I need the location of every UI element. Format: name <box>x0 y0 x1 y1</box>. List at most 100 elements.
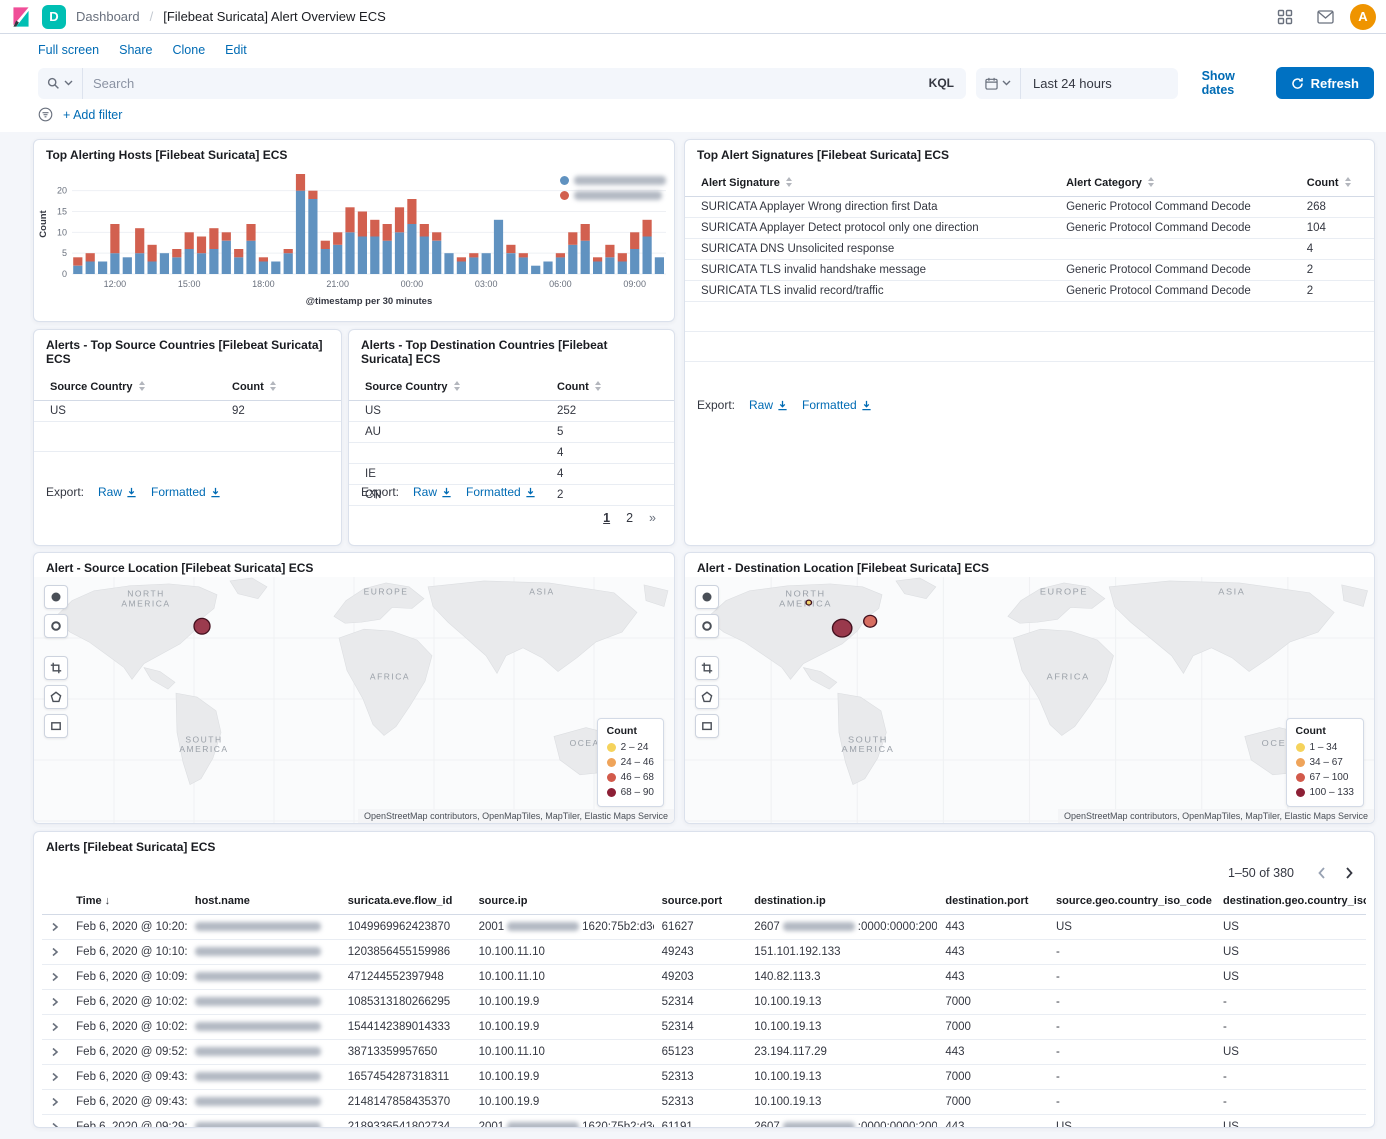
alert-row: Feb 6, 2020 @ 10:02:44.568 10853131802662… <box>42 989 1366 1015</box>
export-raw-link[interactable]: Raw <box>749 398 788 412</box>
map-tool-circle-icon[interactable] <box>44 585 68 609</box>
map-tool-ring-icon[interactable] <box>44 614 68 638</box>
user-avatar[interactable]: A <box>1350 3 1376 30</box>
export-formatted-link[interactable]: Formatted <box>151 485 221 499</box>
source-ip-cell: 10.100.19.9 <box>470 989 654 1015</box>
map-toolbar <box>44 585 68 738</box>
add-filter-button[interactable]: + Add filter <box>63 107 123 122</box>
expand-row-button[interactable] <box>50 1097 60 1107</box>
column-header[interactable]: host.name <box>186 888 340 915</box>
page-2-button[interactable]: 2 <box>626 511 634 525</box>
table-row: US 92 <box>34 400 341 422</box>
expand-row-button[interactable] <box>50 1122 60 1127</box>
source-geo-cell: US <box>1048 914 1215 940</box>
previous-page-button[interactable] <box>1308 860 1334 886</box>
next-pages-button[interactable]: » <box>649 511 656 525</box>
expand-row-button[interactable] <box>50 1022 60 1032</box>
search-input[interactable] <box>83 75 917 91</box>
source-port-cell: 52313 <box>653 1089 747 1115</box>
column-header[interactable]: Time ↓ <box>68 888 187 915</box>
menu-share[interactable]: Share <box>119 43 153 57</box>
map-tool-ring-icon[interactable] <box>695 614 719 638</box>
expand-cell <box>42 1064 69 1090</box>
svg-text:AFRICA: AFRICA <box>370 671 410 681</box>
map-tool-rectangle-icon[interactable] <box>695 714 719 738</box>
column-header[interactable]: Count <box>224 374 341 401</box>
menu-full-screen[interactable]: Full screen <box>38 43 100 57</box>
menu-edit[interactable]: Edit <box>225 43 247 57</box>
show-dates-button[interactable]: Show dates <box>1201 69 1235 97</box>
alert-row: Feb 6, 2020 @ 10:02:44.568 15441423890143… <box>42 1014 1366 1040</box>
map-data-point[interactable] <box>863 614 878 628</box>
column-header[interactable]: suricata.eve.flow_id <box>339 888 471 915</box>
map-data-point[interactable] <box>805 599 813 606</box>
table-row: US 252 <box>349 400 674 422</box>
legend-item[interactable] <box>560 191 666 200</box>
filter-icon[interactable] <box>38 107 53 122</box>
map-tool-crop-icon[interactable] <box>695 656 719 680</box>
export-raw-link[interactable]: Raw <box>413 485 452 499</box>
top-hosts-chart[interactable]: 0 5 10 15 20 12:00 15:00 18:00 21:00 00:00 03:00 06… <box>36 164 672 319</box>
column-header[interactable]: Alert Signature <box>685 170 1059 197</box>
apps-icon[interactable] <box>1270 2 1300 32</box>
table-cell: 104 <box>1298 217 1374 239</box>
destination-geo-cell: US <box>1215 939 1366 965</box>
map-tool-rectangle-icon[interactable] <box>44 714 68 738</box>
expand-row-button[interactable] <box>50 997 60 1007</box>
column-header[interactable]: destination.port <box>937 888 1048 915</box>
space-avatar[interactable]: D <box>42 4 66 29</box>
destination-port-cell: 7000 <box>937 1014 1048 1040</box>
column-header[interactable]: Count <box>1298 170 1374 197</box>
kibana-logo-icon[interactable] <box>10 6 32 28</box>
newsfeed-icon[interactable] <box>1310 2 1340 32</box>
column-header[interactable]: Count <box>549 374 674 401</box>
export-formatted-link[interactable]: Formatted <box>466 485 536 499</box>
menu-clone[interactable]: Clone <box>172 43 206 57</box>
destination-ip-cell: 10.100.19.13 <box>746 1064 938 1090</box>
map-tool-circle-icon[interactable] <box>695 585 719 609</box>
column-header[interactable]: destination.geo.country_iso_code <box>1215 888 1366 915</box>
column-header[interactable]: Source Country <box>34 374 224 401</box>
breadcrumb-root[interactable]: Dashboard <box>76 9 140 24</box>
redacted-ip-segment <box>782 1122 855 1127</box>
time-cell: Feb 6, 2020 @ 09:43:18.210 <box>68 1064 187 1090</box>
map-data-point[interactable] <box>831 618 853 638</box>
expand-row-button[interactable] <box>50 1072 60 1082</box>
page-1-button[interactable]: 1 <box>603 511 611 525</box>
svg-text:AFRICA: AFRICA <box>1047 672 1090 682</box>
map-tool-polygon-icon[interactable] <box>44 685 68 709</box>
expand-row-button[interactable] <box>50 1047 60 1057</box>
source-ip-cell: 10.100.11.10 <box>470 939 654 965</box>
column-header[interactable]: destination.ip <box>746 888 938 915</box>
next-page-button[interactable] <box>1336 860 1362 886</box>
expand-row-button[interactable] <box>50 922 60 932</box>
saved-query-menu-button[interactable] <box>38 67 83 99</box>
map-tool-polygon-icon[interactable] <box>695 685 719 709</box>
time-range-value[interactable]: Last 24 hours <box>1033 75 1112 91</box>
column-header[interactable]: source.ip <box>470 888 654 915</box>
destination-ip-cell: 10.100.19.13 <box>746 1089 938 1115</box>
table-cell <box>685 301 1059 332</box>
quick-select-button[interactable] <box>976 67 1021 99</box>
expand-cell <box>42 914 69 940</box>
kql-button[interactable]: KQL <box>917 76 966 90</box>
download-icon <box>211 487 220 497</box>
map-toolbar <box>695 585 719 738</box>
refresh-button[interactable]: Refresh <box>1275 67 1374 99</box>
column-header[interactable]: Source Country <box>349 374 549 401</box>
map-tool-crop-icon[interactable] <box>44 656 68 680</box>
legend-item[interactable] <box>560 176 666 185</box>
source-port-cell: 49243 <box>653 939 747 965</box>
export-raw-link[interactable]: Raw <box>98 485 137 499</box>
column-header[interactable]: source.port <box>653 888 747 915</box>
map-data-point[interactable] <box>193 617 211 635</box>
expand-row-button[interactable] <box>50 947 60 957</box>
export-formatted-link[interactable]: Formatted <box>802 398 872 412</box>
column-header[interactable]: source.geo.country_iso_code <box>1048 888 1215 915</box>
expand-row-button[interactable] <box>50 972 60 982</box>
table-cell: SURICATA Applayer Wrong direction first … <box>685 196 1059 218</box>
column-header[interactable]: Alert Category <box>1058 170 1299 197</box>
